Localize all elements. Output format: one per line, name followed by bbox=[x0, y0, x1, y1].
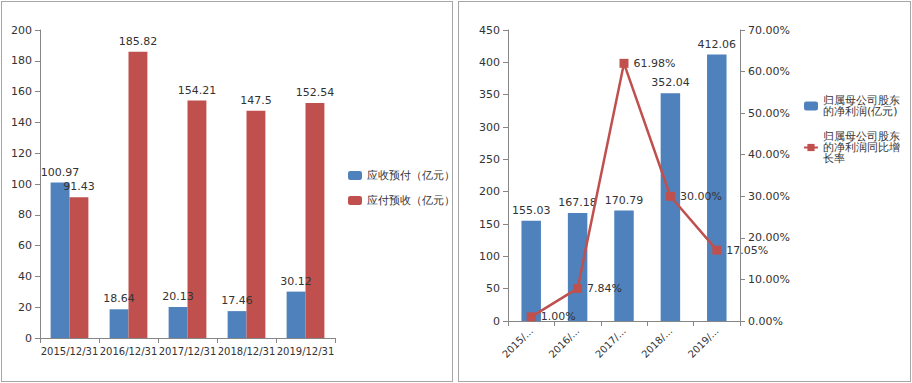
svg-text:17.46: 17.46 bbox=[221, 294, 253, 307]
svg-text:17.05%: 17.05% bbox=[726, 244, 768, 257]
svg-text:200: 200 bbox=[479, 185, 500, 198]
svg-text:450: 450 bbox=[479, 24, 500, 37]
svg-text:30.12: 30.12 bbox=[280, 275, 312, 288]
svg-text:140: 140 bbox=[11, 116, 32, 129]
svg-text:180: 180 bbox=[11, 54, 32, 67]
svg-text:60: 60 bbox=[18, 239, 32, 252]
svg-text:100: 100 bbox=[11, 178, 32, 191]
svg-text:的净利润(亿元): 的净利润(亿元) bbox=[823, 105, 898, 118]
svg-text:150: 150 bbox=[479, 218, 500, 231]
svg-text:30.00%: 30.00% bbox=[748, 190, 790, 203]
svg-text:7.84%: 7.84% bbox=[587, 282, 622, 295]
svg-text:0: 0 bbox=[25, 332, 32, 345]
svg-text:154.21: 154.21 bbox=[178, 84, 217, 97]
svg-text:412.06: 412.06 bbox=[698, 38, 737, 51]
svg-text:2018/12/31: 2018/12/31 bbox=[218, 346, 276, 357]
svg-text:352.04: 352.04 bbox=[651, 76, 690, 89]
svg-text:80: 80 bbox=[18, 208, 32, 221]
svg-text:归属母公司股东: 归属母公司股东 bbox=[823, 130, 900, 143]
svg-text:91.43: 91.43 bbox=[63, 180, 95, 193]
svg-text:18.64: 18.64 bbox=[103, 292, 135, 305]
svg-text:185.82: 185.82 bbox=[119, 35, 158, 48]
svg-text:20.13: 20.13 bbox=[162, 290, 194, 303]
svg-text:61.98%: 61.98% bbox=[634, 57, 676, 70]
svg-text:50.00%: 50.00% bbox=[748, 107, 790, 120]
svg-text:应收预付（亿元）: 应收预付（亿元） bbox=[367, 169, 455, 182]
svg-text:2016/...: 2016/... bbox=[547, 325, 582, 360]
svg-text:200: 200 bbox=[11, 24, 32, 37]
svg-text:170.79: 170.79 bbox=[605, 194, 644, 207]
svg-text:300: 300 bbox=[479, 121, 500, 134]
svg-text:2017/...: 2017/... bbox=[593, 325, 628, 360]
svg-text:152.54: 152.54 bbox=[296, 86, 335, 99]
svg-text:应付预收（亿元）: 应付预收（亿元） bbox=[367, 194, 455, 207]
svg-text:长率: 长率 bbox=[823, 152, 845, 165]
svg-text:0: 0 bbox=[493, 315, 500, 328]
svg-text:50: 50 bbox=[486, 282, 500, 295]
svg-text:250: 250 bbox=[479, 153, 500, 166]
svg-text:2019/...: 2019/... bbox=[686, 325, 721, 360]
svg-text:60.00%: 60.00% bbox=[748, 65, 790, 78]
svg-text:155.03: 155.03 bbox=[512, 204, 551, 217]
svg-text:1.00%: 1.00% bbox=[541, 310, 576, 323]
svg-text:2015/...: 2015/... bbox=[500, 325, 535, 360]
svg-text:40: 40 bbox=[18, 270, 32, 283]
svg-text:归属母公司股东: 归属母公司股东 bbox=[823, 94, 900, 107]
svg-text:350: 350 bbox=[479, 88, 500, 101]
svg-text:20.00%: 20.00% bbox=[748, 231, 790, 244]
svg-text:20: 20 bbox=[18, 301, 32, 314]
svg-text:167.18: 167.18 bbox=[558, 196, 597, 209]
svg-text:的净利润同比增: 的净利润同比增 bbox=[823, 141, 900, 154]
svg-text:10.00%: 10.00% bbox=[748, 273, 790, 286]
svg-text:30.00%: 30.00% bbox=[680, 190, 722, 203]
svg-text:40.00%: 40.00% bbox=[748, 148, 790, 161]
svg-text:2016/12/31: 2016/12/31 bbox=[100, 346, 158, 357]
svg-text:2018/...: 2018/... bbox=[639, 325, 674, 360]
svg-text:0.00%: 0.00% bbox=[748, 315, 783, 328]
svg-text:2015/12/31: 2015/12/31 bbox=[41, 346, 99, 357]
svg-text:2017/12/31: 2017/12/31 bbox=[159, 346, 217, 357]
svg-text:70.00%: 70.00% bbox=[748, 24, 790, 37]
svg-text:100: 100 bbox=[479, 250, 500, 263]
svg-text:2019/12/31: 2019/12/31 bbox=[277, 346, 335, 357]
svg-text:147.5: 147.5 bbox=[240, 94, 272, 107]
svg-text:400: 400 bbox=[479, 56, 500, 69]
svg-text:120: 120 bbox=[11, 147, 32, 160]
svg-text:100.97: 100.97 bbox=[41, 166, 79, 179]
svg-text:160: 160 bbox=[11, 85, 32, 98]
